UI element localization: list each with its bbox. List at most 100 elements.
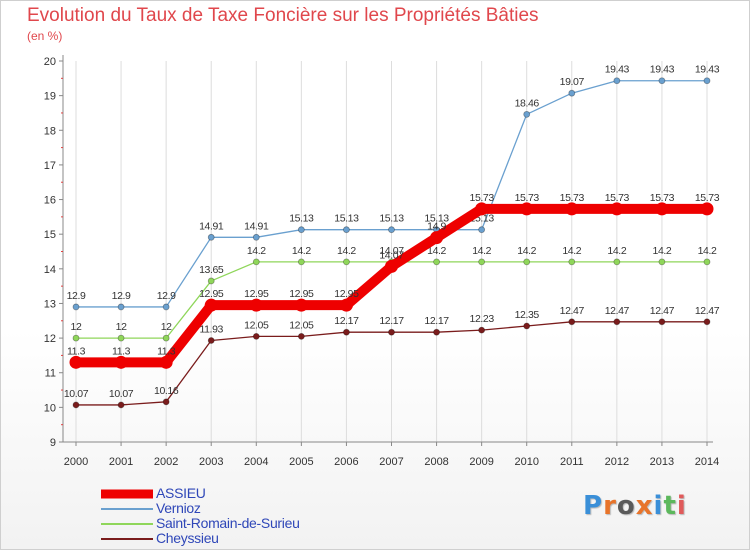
data-point [207,277,215,285]
data-label: 15.73 [515,192,540,204]
proxiti-logo: Proxiti [583,491,687,521]
data-label: 10.16 [154,385,179,397]
data-point [72,401,80,409]
data-point [658,258,666,266]
data-label: 15.73 [650,192,675,204]
x-tick-label: 2001 [109,456,133,468]
data-point [388,328,395,336]
data-label: 15.73 [560,192,585,204]
x-tick-label: 2004 [244,456,268,468]
data-label: 12.47 [605,305,630,317]
y-tick-label: 18 [44,125,56,137]
data-label: 14.2 [247,245,266,257]
y-tick-label: 11 [45,368,56,380]
data-label: 11.3 [67,345,86,357]
data-label: 12.17 [334,315,359,327]
data-label: 15.13 [289,213,314,225]
data-point [520,202,534,216]
data-point [478,258,486,266]
data-label: 12.23 [470,313,495,325]
data-label: 14.07 [379,245,404,257]
data-point [162,303,170,311]
data-label: 15.13 [334,213,359,225]
data-point [117,334,125,342]
data-label: 12.47 [695,305,720,317]
data-point [478,226,486,234]
data-point [523,258,531,266]
data-label: 14.2 [292,245,311,257]
data-point [114,355,128,369]
data-label: 12.05 [244,319,269,331]
data-label: 19.07 [560,76,585,88]
y-tick-label: 20 [44,56,56,68]
chart-subtitle: (en %) [27,29,63,43]
legend-label-assieu: ASSIEU [156,485,206,501]
legend-label-vernioz: Vernioz [156,500,201,516]
legend-label-saint-romain: Saint-Romain-de-Surieu [156,515,300,531]
data-label: 18.46 [515,97,540,109]
data-label: 15.73 [695,192,720,204]
data-point [565,202,579,216]
data-point [613,318,621,326]
data-label: 12 [116,321,127,333]
data-point [478,326,486,334]
data-point [703,318,711,326]
data-point [117,401,125,409]
data-label: 19.43 [695,64,720,76]
data-label: 14.2 [337,245,356,257]
data-label: 15.73 [605,192,630,204]
x-tick-label: 2014 [695,456,719,468]
data-point [430,231,444,245]
y-tick-label: 13 [44,298,56,310]
x-tick-label: 2009 [469,456,493,468]
legend: ASSIEU Vernioz Saint-Romain-de-Surieu Ch… [101,485,361,546]
data-point [207,337,215,344]
legend-swatch-assieu [101,489,153,498]
logo-letter: P [583,491,604,521]
data-label: 14.07 [379,249,404,261]
data-point [294,298,308,312]
x-tick-label: 2010 [514,456,538,468]
logo-letter: r [603,491,617,521]
data-label: 12.9 [157,290,176,302]
data-point [655,202,669,216]
data-label: 12.95 [199,288,224,300]
data-label: 15.73 [470,192,495,204]
data-label: 12.47 [560,305,585,317]
legend-swatch-saint-romain [101,522,153,525]
data-label: 14.2 [653,245,672,257]
data-point [207,233,215,241]
data-label: 14.9 [427,221,446,233]
data-label: 14.91 [199,220,224,232]
y-tick-label: 10 [44,402,56,414]
data-label: 13.65 [199,264,224,276]
data-label: 10.07 [109,388,134,400]
data-label: 14.2 [427,245,446,257]
data-point [204,298,218,312]
data-point [613,77,621,85]
data-point [703,258,711,266]
data-point [162,334,170,342]
x-tick-label: 2012 [605,456,629,468]
legend-item-vernioz: Vernioz [101,500,361,516]
data-point [297,226,305,234]
x-tick-label: 2002 [154,456,178,468]
data-point [339,298,353,312]
data-point [523,322,531,330]
data-label: 12.9 [67,290,86,302]
data-point [252,332,260,340]
data-point [475,202,489,216]
data-point [69,355,83,369]
data-label: 12.95 [244,288,269,300]
logo-letter: o [616,491,636,521]
data-point [703,77,711,85]
data-point [658,77,666,85]
data-label: 11.93 [199,324,223,336]
data-point [700,202,714,216]
data-point [568,89,576,97]
logo-letter: x [635,491,654,521]
y-tick-label: 17 [44,160,56,172]
data-label: 12 [161,321,172,333]
data-point [388,226,395,234]
